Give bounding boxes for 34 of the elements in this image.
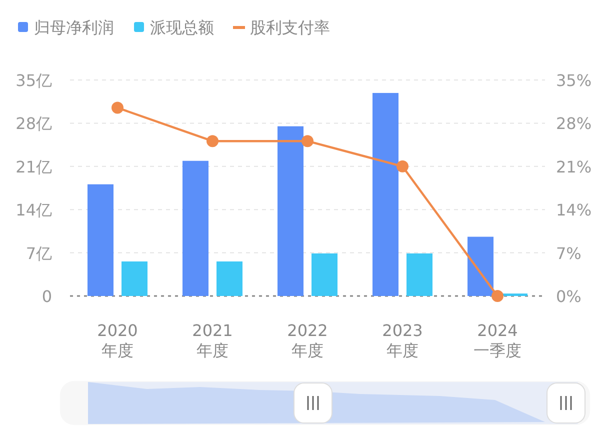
bar — [122, 261, 148, 296]
x-tick-label: 2023 年度 — [382, 321, 423, 360]
x-tick-label: 2022 年度 — [287, 321, 328, 360]
bar — [278, 126, 304, 296]
y2-tick-label: 28% — [556, 114, 592, 134]
legend-label: 股利支付率 — [250, 18, 330, 37]
point — [492, 290, 504, 302]
y-tick-label: 14亿 — [16, 200, 52, 220]
y-tick-label: 35亿 — [16, 71, 52, 90]
y2-tick-label: 35% — [556, 71, 592, 90]
legend-label: 派现总额 — [150, 18, 214, 37]
y2-tick-label: 0% — [556, 287, 582, 306]
bar — [182, 160, 208, 296]
x-tick-label: 2021 年度 — [192, 321, 233, 360]
y-tick-label: 28亿 — [16, 114, 52, 134]
y2-tick-label: 14% — [556, 200, 592, 220]
bar — [468, 236, 494, 296]
y2-tick-label: 21% — [556, 157, 592, 176]
bar — [216, 261, 242, 296]
legend-label: 归母净利润 — [34, 18, 114, 37]
bar — [406, 253, 432, 296]
point — [396, 160, 408, 172]
point — [112, 102, 124, 114]
bar — [312, 253, 338, 296]
x-tick-label: 2020 年度 — [97, 321, 138, 360]
y-tick-label: 21亿 — [16, 157, 52, 176]
x-tick-label: 2024 一季度 — [474, 321, 522, 360]
y-tick-label: 0 — [42, 287, 52, 306]
bar — [372, 92, 398, 296]
point — [302, 135, 314, 148]
bar — [88, 184, 114, 296]
y-tick-label: 7亿 — [26, 244, 52, 263]
point — [206, 135, 218, 148]
y2-tick-label: 7% — [556, 244, 582, 263]
